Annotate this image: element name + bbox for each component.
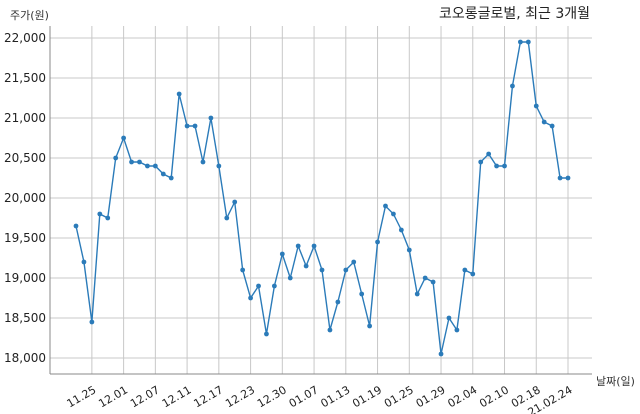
data-point [303,263,309,269]
data-point [192,123,198,129]
data-point [375,239,380,245]
x-tick-label: 12.01 [96,383,130,410]
data-point [406,247,412,253]
data-point [525,39,531,45]
data-point [430,279,436,285]
y-tick-label: 19,500 [4,231,46,245]
data-point [200,159,206,165]
x-tick-label: 12.23 [223,383,257,410]
data-point [494,163,499,169]
data-point [391,211,396,217]
x-tick-label: 01.25 [382,383,416,410]
y-axis-label: 주가(원) [10,9,49,22]
data-point [343,267,349,273]
y-tick-label: 22,000 [4,31,46,45]
data-point [478,159,484,165]
x-tick-labels: 11.2512.0112.0712.1112.1712.2312.3001.07… [65,383,575,414]
data-point [367,323,373,329]
axes [49,26,592,375]
data-point [73,223,79,229]
data-point [319,267,325,273]
data-point [256,283,261,289]
data-point [454,327,460,333]
data-point [446,315,452,321]
data-point [351,259,357,265]
x-tick-label: 01.29 [414,383,448,410]
data-point [168,175,174,181]
x-tick-label: 01.19 [350,383,384,410]
data-point [97,211,103,217]
data-point [208,115,214,121]
data-point [533,103,539,109]
x-tick-label: 12.11 [160,383,194,410]
y-tick-labels: 18,000 18,500 19,000 19,500 20,000 20,500 21,0… [4,31,46,365]
data-point [422,275,428,281]
data-point [510,83,515,89]
data-point [137,159,142,165]
data-point [565,175,571,181]
x-tick-label: 12.07 [128,383,162,410]
data-point [438,351,444,357]
price-points [73,39,571,357]
x-tick-label: 02.04 [445,383,479,410]
data-point [541,119,547,125]
data-point [271,283,277,289]
data-point [279,251,285,257]
data-point [113,155,119,161]
x-tick-label: 01.07 [287,383,321,410]
x-tick-label: 12.30 [255,383,289,410]
x-tick-label: 01.13 [319,383,353,410]
data-point [81,259,87,265]
data-point [160,171,166,177]
y-tick-label: 18,500 [4,311,46,325]
data-point [486,151,492,157]
data-point [105,215,111,221]
x-tick-label: 12.17 [192,383,226,410]
data-point [517,39,523,45]
data-point [462,267,468,273]
x-tick-label: 11.25 [65,383,99,410]
data-point [470,271,476,277]
data-point [549,123,555,129]
chart-title: 코오롱글로벌, 최근 3개월 [439,6,590,22]
data-point [145,163,150,169]
data-point [502,163,507,169]
data-point [176,91,182,97]
data-point [398,227,404,233]
data-point [216,163,222,169]
data-point [240,267,246,273]
data-point [414,291,420,297]
x-tick-label: 02.10 [477,383,511,410]
data-point [335,299,341,305]
data-point [287,275,293,281]
y-tick-label: 21,000 [4,111,46,125]
data-point [557,175,563,181]
data-point [295,243,301,249]
data-point [248,295,253,301]
data-point [129,159,134,165]
y-tick-label: 18,000 [4,351,46,365]
y-tick-label: 21,500 [4,71,46,85]
grid-lines [50,26,592,374]
data-point [184,123,190,129]
data-point [224,215,230,221]
y-tick-label: 20,500 [4,151,46,165]
data-point [152,163,158,169]
y-tick-label: 20,000 [4,191,46,205]
data-point [359,291,365,297]
x-axis-label: 날짜(일) [596,374,635,388]
data-point [383,203,388,209]
data-point [327,327,333,333]
data-point [232,199,238,205]
data-point [121,135,127,141]
data-point [264,331,269,337]
data-point [89,319,95,325]
y-tick-label: 19,000 [4,271,46,285]
data-point [311,243,317,249]
